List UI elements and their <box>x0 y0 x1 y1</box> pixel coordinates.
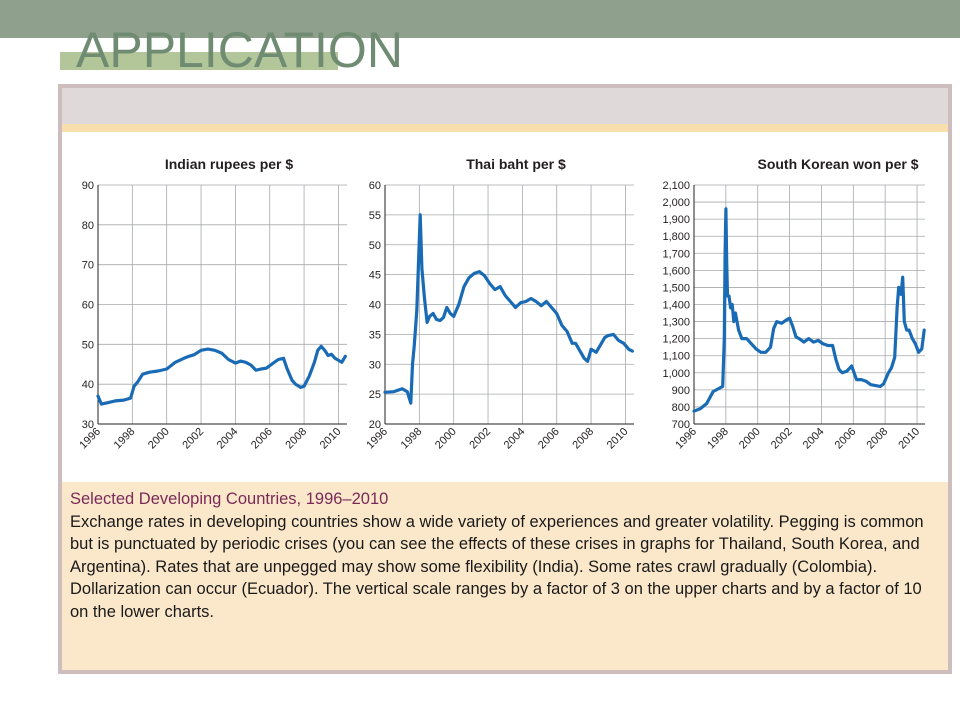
caption-body: Exchange rates in developing countries s… <box>70 512 924 621</box>
chart3-series-line <box>692 207 926 413</box>
figure-accent-strip <box>62 124 948 132</box>
chart3-y-tick-label: 800 <box>672 402 690 414</box>
chart-panel: Indian rupees per $30 40 50 60 70 80 90 1996 199… <box>62 132 948 482</box>
chart3-y-tick-label: 1,800 <box>662 231 690 243</box>
chart3-y-tick-label: 1,600 <box>662 265 690 277</box>
chart2-y-tick-label: 60 <box>369 180 381 192</box>
chart2-y-tick-label: 35 <box>369 329 381 341</box>
chart3-y-tick-label: 1,200 <box>662 334 690 346</box>
chart3-y-tick-label: 1,100 <box>662 351 690 363</box>
chart1-title: Indian rupees per $ <box>165 156 294 172</box>
chart3-x-tick-label: 2004 <box>801 426 827 452</box>
title-highlight <box>60 52 338 70</box>
chart1-x-tick-label: 1998 <box>112 426 138 452</box>
chart1-x-tick-label: 2010 <box>318 426 344 452</box>
chart3-x-tick-label: 2010 <box>896 426 922 452</box>
chart2-x-tick-label: 2006 <box>536 426 562 452</box>
chart1-y-tick-label: 30 <box>82 419 94 431</box>
chart3-y-tick-label: 1,000 <box>662 368 690 380</box>
chart1-y-tick-label: 60 <box>82 300 94 312</box>
chart3-title: South Korean won per $ <box>757 156 918 172</box>
chart1-x-tick-label: 2000 <box>146 426 172 452</box>
chart3-y-tick-label: 1,300 <box>662 317 690 329</box>
chart3-y-tick-label: 1,500 <box>662 282 690 294</box>
chart2-y-tick-label: 40 <box>369 300 381 312</box>
chart1-y-tick-label: 50 <box>82 339 94 351</box>
chart2-x-tick-label: 2010 <box>605 426 631 452</box>
chart3-y-tick-label: 700 <box>672 419 690 431</box>
chart3-y-tick-label: 2,000 <box>662 197 690 209</box>
chart3-x-tick-label: 2000 <box>737 426 763 452</box>
chart1-series-line <box>96 344 347 406</box>
chart1-y-tick-label: 90 <box>82 180 94 192</box>
figure-caption: Selected Developing Countries, 1996–2010… <box>62 482 948 670</box>
chart2-y-tick-label: 45 <box>369 270 381 282</box>
top-accent-bar <box>0 0 960 38</box>
chart2-series-line <box>383 213 634 405</box>
slide-title: APPLICATION <box>76 22 403 78</box>
chart2-x-tick-label: 1998 <box>399 426 425 452</box>
chart3-y-tick-label: 1,700 <box>662 248 690 260</box>
chart2-y-tick-label: 50 <box>369 240 381 252</box>
chart2-x-tick-label: 2000 <box>433 426 459 452</box>
chart2-title: Thai baht per $ <box>466 156 566 172</box>
chart1-x-tick-label: 2004 <box>215 426 241 452</box>
chart3-y-tick-label: 1,400 <box>662 300 690 312</box>
chart3-y-tick-label: 900 <box>672 385 690 397</box>
chart3-x-tick-label: 2002 <box>769 426 795 452</box>
chart2-x-tick-label: 2002 <box>467 426 493 452</box>
chart2-x-tick-label: 2008 <box>570 426 596 452</box>
figure-header-band <box>62 88 948 124</box>
chart2-y-tick-label: 55 <box>369 210 381 222</box>
chart2-y-tick-label: 25 <box>369 389 381 401</box>
chart2-y-tick-label: 30 <box>369 359 381 371</box>
chart1-y-tick-label: 80 <box>82 220 94 232</box>
chart1-x-tick-label: 2002 <box>180 426 206 452</box>
chart1-y-tick-label: 40 <box>82 379 94 391</box>
chart2-y-tick-label: 20 <box>369 419 381 431</box>
chart3-y-tick-label: 1,900 <box>662 214 690 226</box>
chart3-x-tick-label: 1998 <box>705 426 731 452</box>
caption-title: Selected Developing Countries, 1996–2010 <box>70 490 389 508</box>
chart3-x-tick-label: 2006 <box>833 426 859 452</box>
chart3-x-tick-label: 2008 <box>864 426 890 452</box>
chart1-x-tick-label: 2008 <box>283 426 309 452</box>
chart3-y-tick-label: 2,100 <box>662 180 690 192</box>
chart1-y-tick-label: 70 <box>82 260 94 272</box>
chart1-x-tick-label: 2006 <box>249 426 275 452</box>
chart2-x-tick-label: 2004 <box>502 426 528 452</box>
